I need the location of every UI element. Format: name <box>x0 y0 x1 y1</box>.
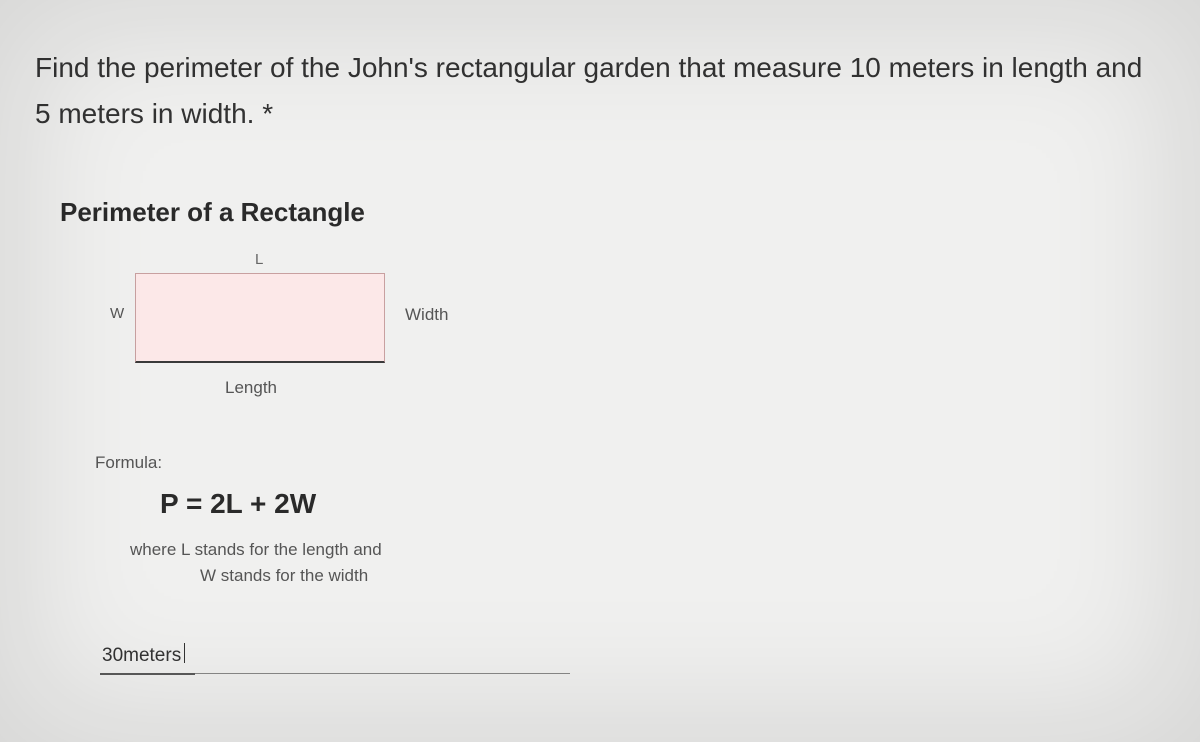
formula-explain-1: where L stands for the length and <box>130 540 1165 560</box>
formula-expression: P = 2L + 2W <box>160 488 1165 520</box>
reference-title: Perimeter of a Rectangle <box>60 197 1165 228</box>
rectangle-diagram: L W Width Length <box>60 263 1165 433</box>
label-top-L: L <box>255 251 263 268</box>
formula-label: Formula: <box>95 453 1165 473</box>
answer-underline-accent <box>100 673 195 675</box>
answer-field-wrap <box>100 641 570 674</box>
label-right-width: Width <box>405 305 448 325</box>
rectangle-shape <box>135 273 385 363</box>
label-left-W: W <box>110 305 124 322</box>
answer-input[interactable] <box>100 641 570 674</box>
formula-explain-2: W stands for the width <box>200 566 1165 586</box>
text-cursor <box>184 643 185 663</box>
question-text: Find the perimeter of the John's rectang… <box>35 45 1165 137</box>
label-bottom-length: Length <box>225 378 277 398</box>
reference-block: Perimeter of a Rectangle L W Width Lengt… <box>60 197 1165 674</box>
